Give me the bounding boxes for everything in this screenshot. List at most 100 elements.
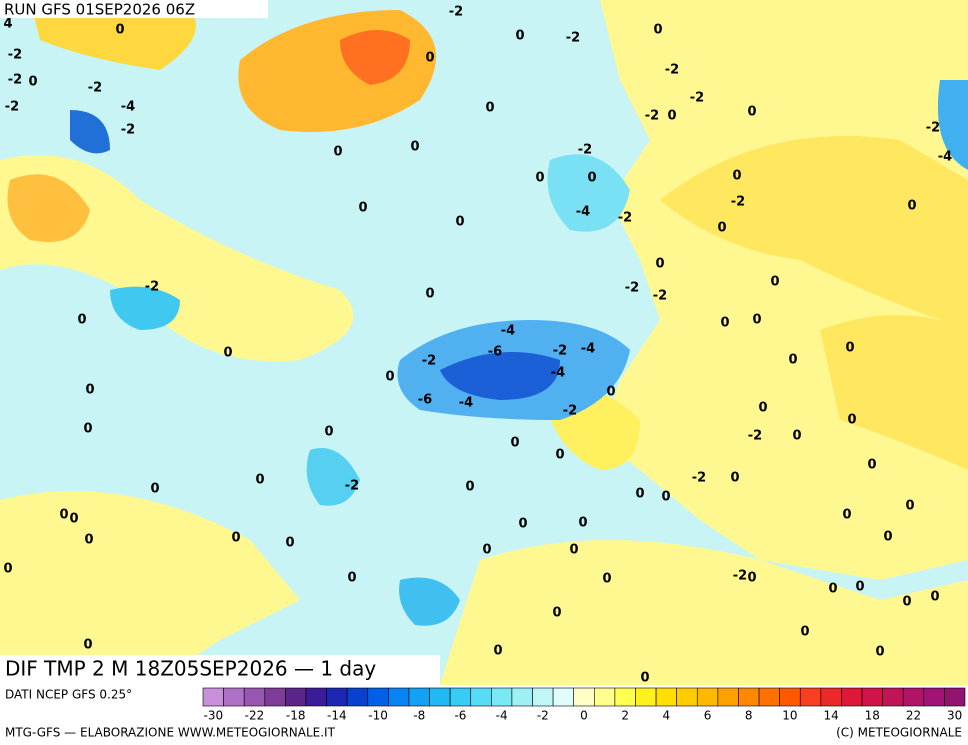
contour-label: 0 — [77, 313, 86, 328]
warm-area — [0, 155, 354, 362]
contour-label: -2 — [553, 344, 567, 359]
contour-label: 0 — [758, 401, 767, 416]
contour-label: 0 — [792, 429, 801, 444]
contour-label: 0 — [587, 171, 596, 186]
color-box — [923, 687, 945, 707]
contour-label: 0 — [788, 353, 797, 368]
contour-label: 0 — [465, 480, 474, 495]
contour-label: 0 — [59, 508, 68, 523]
contour-label: 0 — [358, 201, 367, 216]
contour-label: -2 — [145, 280, 159, 295]
color-box — [738, 687, 760, 707]
contour-label: 0 — [569, 543, 578, 558]
contour-label: 0 — [828, 582, 837, 597]
contour-label: 0 — [770, 275, 779, 290]
source: DATI NCEP GFS 0.25° — [5, 688, 132, 702]
colorbar-tick-label: 14 — [823, 709, 838, 723]
warm-area — [820, 315, 968, 470]
contour-label: -2 — [563, 404, 577, 419]
cold-area — [306, 448, 360, 506]
color-box — [820, 687, 842, 707]
cold-area — [399, 577, 460, 626]
contour-label: 0 — [552, 606, 561, 621]
contour-label: 0 — [455, 215, 464, 230]
contour-label: 0 — [510, 436, 519, 451]
contour-label: 0 — [535, 171, 544, 186]
contour-label: 0 — [485, 101, 494, 116]
credit: MTG-GFS — ELABORAZIONE WWW.METEOGIORNALE… — [5, 726, 336, 740]
contour-label: -2 — [8, 73, 22, 88]
contour-label: 0 — [867, 458, 876, 473]
contour-label: -2 — [645, 109, 659, 124]
color-box — [326, 687, 348, 707]
contour-label: 0 — [883, 530, 892, 545]
contour-label: 0 — [83, 422, 92, 437]
colorbar-tick-label: 10 — [782, 709, 797, 723]
contour-label: -2 — [345, 479, 359, 494]
contour-label: 0 — [640, 671, 649, 686]
contour-label: 0 — [667, 109, 676, 124]
warm-area — [0, 491, 300, 685]
colorbar-tick-label: -8 — [413, 709, 425, 723]
contour-label: 4 — [3, 17, 12, 32]
cold-area — [547, 154, 630, 232]
contour-label: 0 — [800, 625, 809, 640]
contour-label: 0 — [907, 199, 916, 214]
contour-label: 0 — [653, 23, 662, 38]
colorbar-tick-label: -6 — [454, 709, 466, 723]
color-box — [614, 687, 636, 707]
color-box — [511, 687, 533, 707]
contour-label: -2 — [449, 5, 463, 20]
map-title: DIF TMP 2 M 18Z05SEP2026 — 1 day — [5, 657, 376, 681]
contour-label: -2 — [121, 123, 135, 138]
contour-label: -4 — [938, 150, 952, 165]
contour-label: 0 — [747, 571, 756, 586]
color-box — [388, 687, 410, 707]
contour-label: 0 — [602, 572, 611, 587]
color-box — [902, 687, 925, 707]
contour-label: 0 — [410, 140, 419, 155]
contour-label: 0 — [518, 517, 527, 532]
contour-label: 0 — [223, 346, 232, 361]
contour-label: -2 — [733, 569, 747, 584]
warm-area — [660, 136, 968, 330]
contour-label: -4 — [501, 324, 515, 339]
contour-label: 0 — [28, 75, 37, 90]
cold-area — [70, 110, 110, 154]
color-box — [944, 687, 966, 707]
colorbar-tick-label: -18 — [286, 709, 306, 723]
color-box — [223, 687, 245, 707]
contour-label: 0 — [752, 313, 761, 328]
contour-label: 0 — [842, 508, 851, 523]
warm-area — [7, 174, 90, 242]
contour-label: 0 — [493, 644, 502, 659]
copyright: (C) METEOGIORNALE — [836, 726, 962, 740]
color-box — [758, 687, 780, 707]
color-box — [449, 687, 472, 707]
colorbar-tick-label: 22 — [906, 709, 921, 723]
contour-label: 0 — [231, 531, 240, 546]
contour-label: 0 — [324, 425, 333, 440]
contour-label: -4 — [551, 366, 565, 381]
color-box — [655, 687, 677, 707]
contour-label: 0 — [515, 29, 524, 44]
color-box — [676, 687, 698, 707]
contour-label: 0 — [333, 145, 342, 160]
contour-label: 0 — [425, 287, 434, 302]
contour-label: 0 — [635, 487, 644, 502]
contour-label: -2 — [665, 63, 679, 78]
color-box — [285, 687, 307, 707]
colorbar-tick-label: 18 — [865, 709, 880, 723]
contour-label: 0 — [347, 571, 356, 586]
run-label: RUN GFS 01SEP2026 06Z — [4, 1, 195, 19]
color-box — [470, 687, 492, 707]
colorbar-tick-label: 2 — [621, 709, 629, 723]
contour-label: 0 — [606, 385, 615, 400]
colorbar-tick-label: -30 — [203, 709, 223, 723]
colorbar-tick-label: -2 — [537, 709, 549, 723]
colorbar-tick-label: 6 — [704, 709, 712, 723]
color-box — [243, 687, 266, 707]
contour-label: -2 — [5, 100, 19, 115]
colorbar-tick-label: 4 — [663, 709, 671, 723]
